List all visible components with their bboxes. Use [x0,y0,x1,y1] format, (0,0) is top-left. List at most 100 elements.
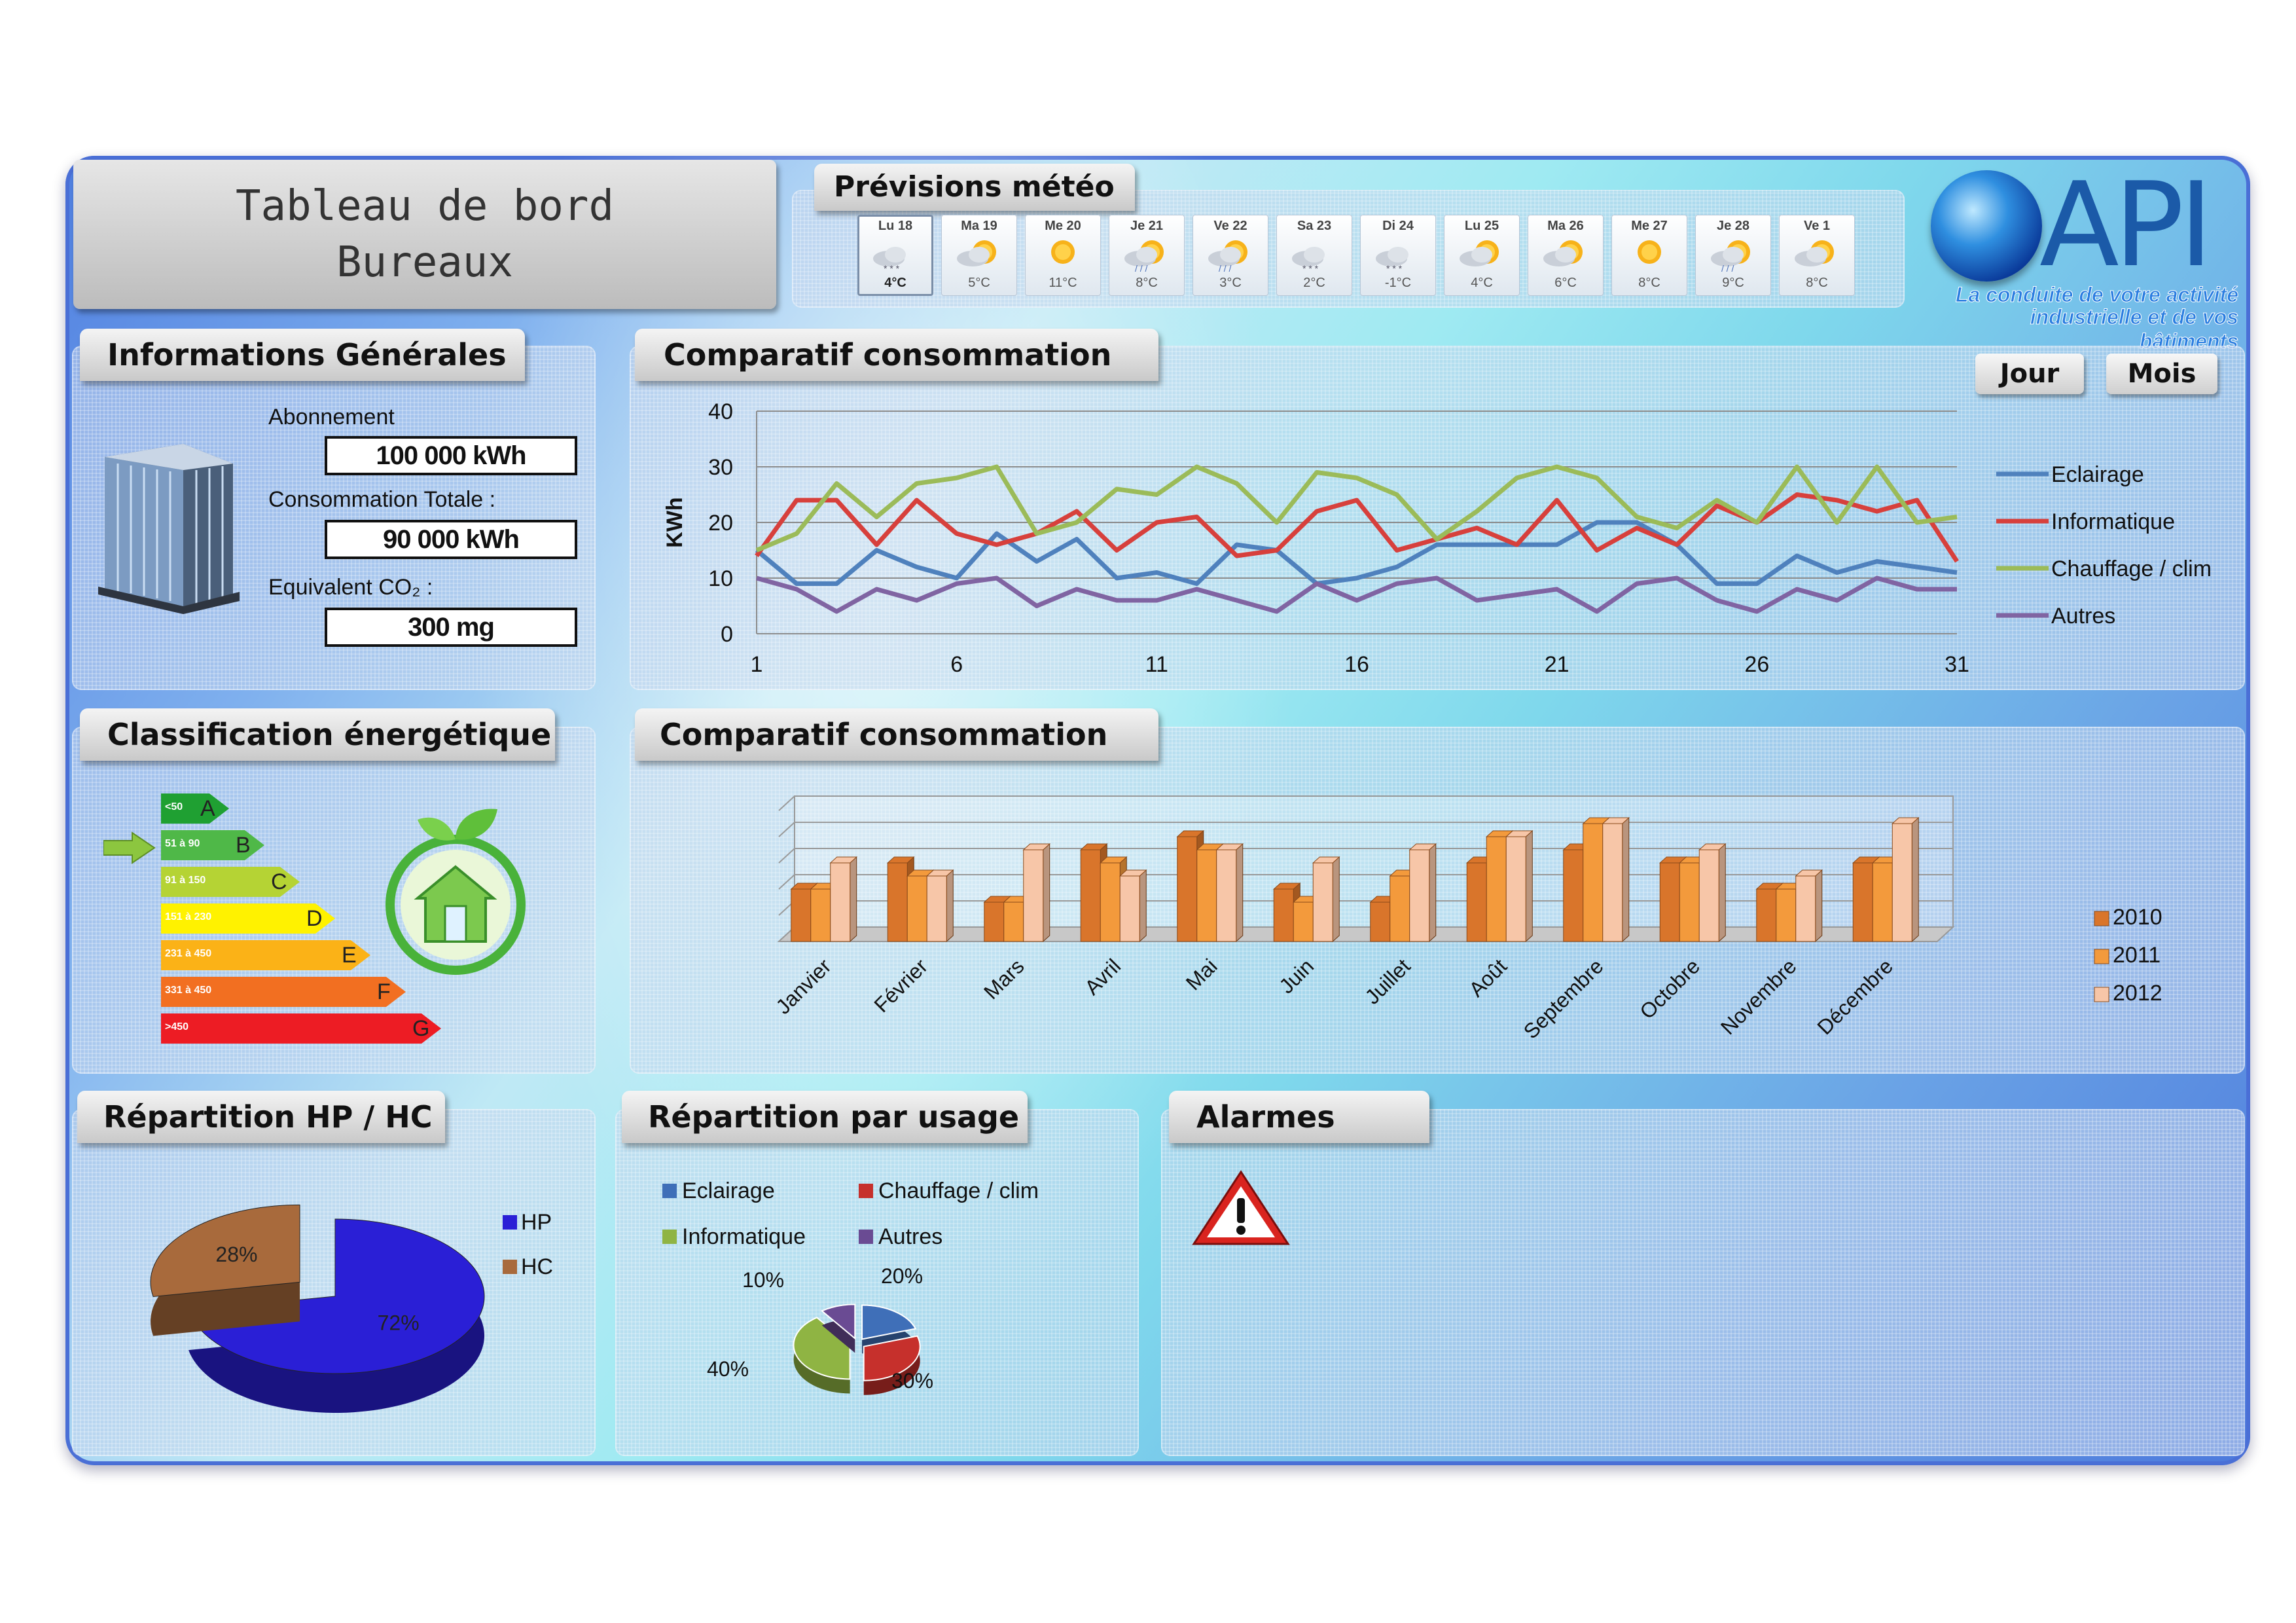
weather-day[interactable]: Di 24 * * * -1°C [1360,215,1436,296]
usage-panel [615,1109,1139,1456]
sun-icon [1037,236,1089,273]
bar [1602,823,1623,942]
bar [1100,862,1121,942]
bar [1023,849,1044,942]
weather-temp: 8°C [1638,276,1660,290]
sun-cloud-rain-icon: / / / [1707,236,1759,274]
energy-class-letter: A [200,796,215,821]
sun-icon [1623,236,1676,273]
bar [1563,849,1584,942]
weather-temp: 9°C [1722,276,1744,290]
energy-class-c: 91 à 150 C [161,867,306,897]
bar [887,862,908,942]
energy-class-range: <50 [165,801,183,812]
pie-slice-autres [820,1304,856,1353]
legend-swatch [503,1260,517,1274]
bar-side [1525,830,1533,943]
current-class-arrow-icon [103,831,156,867]
legend-swatch [503,1215,517,1230]
weather-day-label: Sa 23 [1297,219,1332,233]
weather-day[interactable]: Je 28 / / / 9°C [1695,215,1771,296]
office-building-icon [92,437,246,614]
co2-label: Equivalent CO₂ : [268,575,433,600]
weather-day[interactable]: Ma 26 6°C [1528,215,1604,296]
bar [1177,836,1198,942]
bar-side [1139,869,1147,943]
weather-day[interactable]: Me 27 8°C [1611,215,1687,296]
usage-title: Répartition par usage [622,1091,1028,1143]
x-tick-label: 26 [1744,652,1769,677]
pie-slice-top [861,1304,917,1340]
series-line-informatique [755,492,1959,563]
weather-day-label: Lu 25 [1464,219,1499,233]
total-consumption-value: 90 000 kWh [325,520,577,559]
api-logo: API La conduite de votre activité indust… [1924,160,2239,354]
bar [1370,902,1391,942]
svg-text:/ / /: / / / [1721,263,1734,273]
x-tick-label: Juillet [1360,954,1414,1008]
pie-data-label: 28% [215,1243,257,1266]
energy-class-letter: F [377,979,391,1004]
weather-day-label: Ma 26 [1547,219,1584,233]
pie-data-label: 20% [881,1264,923,1288]
usage-pie-chart: Eclairage Chauffage / clim Informatique Aut… [662,1178,1039,1395]
warning-triangle-icon[interactable] [1191,1169,1291,1251]
bar [1312,862,1333,942]
x-tick-label: 6 [950,652,963,677]
weather-day[interactable]: Ve 1 8°C [1779,215,1855,296]
y-tick-label: 30 [708,455,733,480]
energy-class-range: 91 à 150 [165,875,206,886]
bar-side [850,856,857,943]
bar [1409,849,1430,942]
hp-hc-pie-chart: 72% 28% HP HC [150,1204,553,1413]
gridline [778,874,795,890]
legend-label: Chauffage / clim [2051,556,2212,581]
weather-day[interactable]: Lu 25 4°C [1444,215,1520,296]
bar-side [1911,816,1919,943]
weather-day[interactable]: Je 21 / / / 8°C [1109,215,1185,296]
logo-text: API [2039,157,2214,293]
pie-slice-top [820,1304,856,1340]
page-subtitle: Bureaux [336,238,513,287]
logo-tagline-1: La conduite de votre activité [1955,283,2238,307]
bar [1216,849,1237,942]
weather-day[interactable]: Ma 19 5°C [941,215,1017,296]
legend-label: Eclairage [2051,462,2144,487]
weather-day[interactable]: Sa 23 * * * 2°C [1276,215,1352,296]
bar [1756,888,1777,942]
bar [1486,836,1507,942]
svg-text:* * *: * * * [1302,263,1319,273]
bar [1795,875,1816,942]
month-button[interactable]: Mois [2106,354,2217,394]
x-tick-label: Novembre [1716,954,1801,1039]
pie-slice-top [188,1218,485,1374]
sun-cloud-icon [953,236,1005,273]
x-tick-label: Mai [1181,954,1222,994]
weather-day[interactable]: Ve 22 / / / 3°C [1193,215,1268,296]
bar [830,862,851,942]
pie-slice-hp: 72% [188,1218,485,1413]
weather-title: Prévisions météo [814,164,1135,211]
weather-day[interactable]: Lu 18 * * * 4°C [857,215,933,296]
hp-hc-title: Répartition HP / HC [77,1091,445,1143]
legend-label: HP [521,1210,552,1235]
weather-day[interactable]: Me 20 11°C [1025,215,1101,296]
x-tick-label: Décembre [1812,954,1897,1039]
sun-cloud-icon [1539,236,1592,273]
line-chart-title: Comparatif consommation [635,329,1158,381]
energy-class-d: 151 à 230 D [161,903,342,934]
x-tick-label: Juin [1274,954,1318,998]
pie-slice-informatique [793,1317,851,1394]
energy-class-a: <50 A [161,793,236,824]
weather-temp: 3°C [1219,276,1242,290]
bar [1679,862,1700,942]
weather-day-label: Je 28 [1716,219,1750,233]
bar [1273,888,1294,942]
day-button[interactable]: Jour [1975,354,2084,394]
energy-class-range: 331 à 450 [165,985,212,996]
weather-day-label: Ma 19 [961,219,997,233]
bar [1852,862,1873,942]
bar [906,875,927,942]
legend-swatch [859,1184,873,1198]
bar-chart-title: Comparatif consommation [635,708,1158,761]
